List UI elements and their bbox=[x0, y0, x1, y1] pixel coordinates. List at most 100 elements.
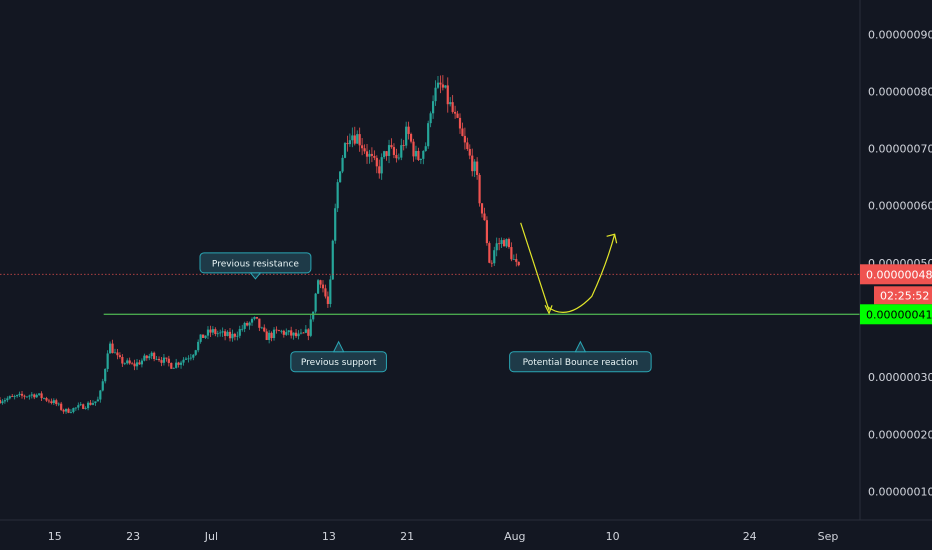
candle-body bbox=[485, 220, 489, 244]
candle-body bbox=[62, 409, 65, 412]
candle-body bbox=[363, 148, 366, 152]
candle-body bbox=[45, 398, 48, 401]
candle-body bbox=[502, 240, 506, 247]
candle-body bbox=[314, 293, 317, 312]
candle-body bbox=[179, 362, 183, 365]
candle-body bbox=[419, 158, 422, 160]
candle-body bbox=[165, 357, 168, 359]
candle-body bbox=[334, 208, 337, 241]
candle-body bbox=[25, 396, 29, 398]
candle-body bbox=[201, 334, 205, 338]
down-arrow-line bbox=[520, 222, 550, 311]
price-tick-label: 0.00000090 bbox=[868, 28, 932, 41]
candle-body bbox=[265, 331, 268, 340]
price-axis[interactable]: 0.00000090 0.00000080 0.00000070 0.00000060… bbox=[868, 28, 932, 498]
candle-body bbox=[324, 288, 327, 297]
candle-body bbox=[82, 404, 85, 409]
candle-body bbox=[140, 360, 144, 365]
candle-body bbox=[268, 332, 271, 340]
candle-body bbox=[52, 400, 55, 404]
candle-body bbox=[1, 401, 4, 404]
candle-body bbox=[106, 353, 109, 369]
candle-body bbox=[285, 332, 288, 335]
candle-body bbox=[13, 396, 16, 397]
support-price-badge bbox=[860, 304, 932, 325]
candle-body bbox=[287, 330, 290, 333]
candle-body bbox=[456, 113, 459, 118]
candle-body bbox=[182, 359, 185, 363]
candle-body bbox=[204, 335, 207, 338]
candle-body bbox=[224, 331, 227, 336]
candle-body bbox=[321, 284, 325, 289]
candle-body bbox=[380, 157, 383, 174]
candle-body bbox=[424, 146, 427, 151]
candle-body bbox=[67, 408, 70, 413]
candle-body bbox=[299, 332, 303, 334]
candle-body bbox=[290, 330, 293, 336]
candle-body bbox=[47, 400, 51, 402]
candle-body bbox=[246, 322, 249, 326]
projection-arrows bbox=[520, 222, 618, 315]
candle-body bbox=[270, 332, 273, 339]
candle-body bbox=[510, 247, 513, 260]
time-tick-label: 23 bbox=[126, 530, 140, 543]
candle-body bbox=[373, 155, 376, 158]
annotation-previous-resistance: Previous resistance bbox=[199, 252, 312, 280]
candle-body bbox=[40, 393, 43, 399]
candle-body bbox=[145, 355, 148, 359]
candle-body bbox=[444, 85, 447, 88]
candle-body bbox=[89, 402, 92, 405]
candle-body bbox=[175, 362, 178, 368]
candle-body bbox=[91, 403, 95, 405]
candle-body bbox=[189, 357, 192, 359]
candle-body bbox=[236, 335, 239, 337]
candle-body bbox=[326, 296, 329, 304]
candle-body bbox=[468, 149, 471, 156]
time-tick-label: 24 bbox=[743, 530, 757, 543]
candle-body bbox=[55, 400, 58, 405]
candle-body bbox=[319, 280, 322, 285]
time-tick-label: 21 bbox=[400, 530, 414, 543]
candle-body bbox=[133, 363, 136, 367]
candle-body bbox=[123, 363, 126, 365]
candle-body bbox=[397, 157, 400, 159]
candle-body bbox=[365, 151, 369, 157]
candle-body bbox=[214, 329, 217, 334]
candle-body bbox=[343, 143, 347, 158]
time-axis[interactable]: 15 23 Jul 13 21 Aug 10 24 Sep bbox=[48, 530, 839, 543]
candle-body bbox=[358, 134, 361, 146]
candle-body bbox=[238, 329, 241, 336]
candle-body bbox=[177, 362, 180, 365]
candle-body bbox=[162, 357, 166, 363]
candle-body bbox=[211, 329, 214, 333]
candle-body bbox=[128, 360, 131, 364]
candle-body bbox=[231, 333, 234, 339]
candle-body bbox=[385, 151, 388, 156]
candle-body bbox=[253, 316, 256, 319]
candle-body bbox=[260, 327, 263, 329]
annotation-bounce: Potential Bounce reaction bbox=[509, 340, 652, 373]
candle-body bbox=[378, 166, 381, 174]
candle-body bbox=[94, 401, 97, 404]
annotation-previous-support: Previous support bbox=[290, 340, 387, 373]
annotation-pointer bbox=[332, 340, 345, 353]
candle-body bbox=[84, 408, 87, 409]
candle-body bbox=[329, 279, 332, 304]
candle-body bbox=[277, 330, 281, 332]
annotation-text: Previous resistance bbox=[212, 259, 300, 269]
candle-body bbox=[69, 412, 73, 413]
candle-body bbox=[402, 145, 405, 146]
candle-body bbox=[228, 331, 232, 339]
support-price-label: 0.00000041 bbox=[866, 308, 932, 321]
candle-body bbox=[515, 259, 518, 262]
candle-body bbox=[60, 403, 63, 410]
candle-body bbox=[436, 82, 440, 88]
candle-body bbox=[135, 362, 139, 367]
candle-body bbox=[101, 381, 104, 391]
candle-body bbox=[109, 343, 112, 354]
current-price-badge bbox=[860, 264, 932, 285]
candle-body bbox=[131, 363, 134, 365]
candle-body bbox=[255, 316, 259, 319]
